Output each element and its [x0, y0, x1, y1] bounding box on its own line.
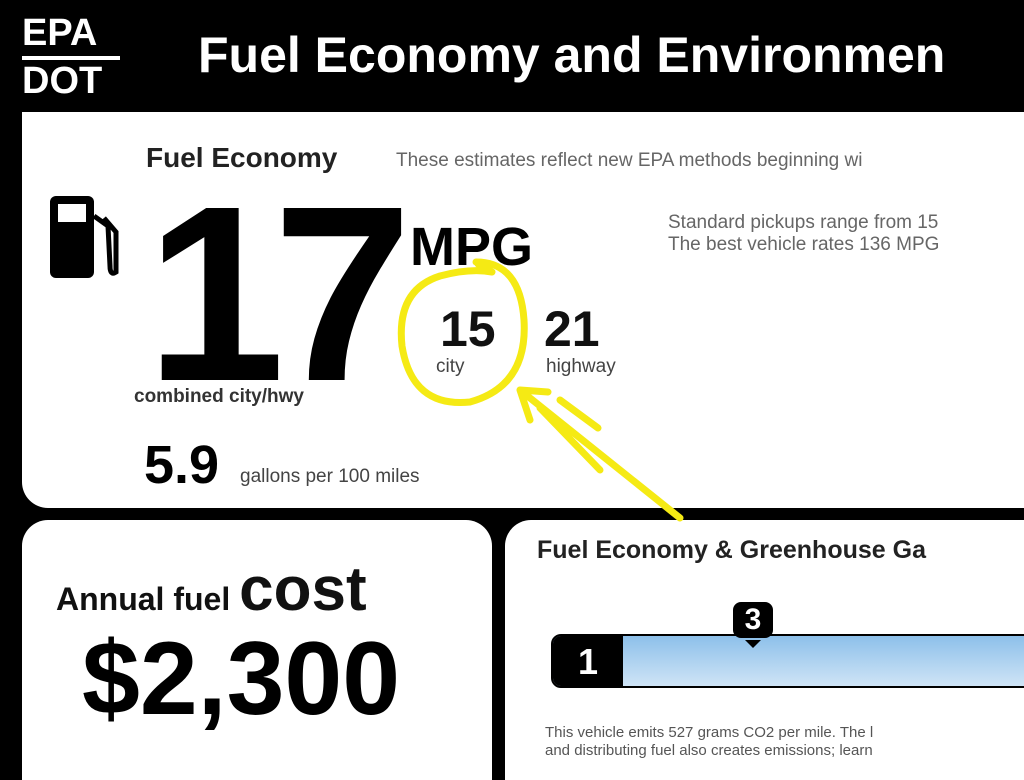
- fuel-pump-icon: [50, 196, 119, 278]
- annual-cost-label: Annual fuel cost: [56, 555, 367, 624]
- gallons-value: 5.9: [144, 435, 220, 495]
- fuel-economy-title: Fuel Economy: [146, 142, 338, 173]
- annual-cost-panel: Annual fuel cost $2,300: [22, 520, 492, 780]
- scale-min: 1: [553, 636, 623, 686]
- city-mpg: 15: [440, 301, 496, 357]
- combined-label: combined city/hwy: [134, 386, 304, 407]
- rating-marker: 3: [733, 602, 773, 648]
- combined-mpg: 17: [146, 154, 412, 433]
- fuel-economy-panel: Fuel Economy These estimates reflect new…: [22, 112, 1024, 508]
- greenhouse-note: This vehicle emits 527 grams CO2 per mil…: [545, 724, 874, 759]
- annotation-arrow: [516, 386, 684, 522]
- mpg-unit: MPG: [410, 217, 534, 277]
- greenhouse-title: Fuel Economy & Greenhouse Ga: [537, 536, 926, 564]
- highway-label: highway: [546, 356, 616, 377]
- epa-dot-logo: EPA DOT: [22, 14, 120, 100]
- gallons-label: gallons per 100 miles: [240, 466, 420, 487]
- annual-cost-value: $2,300: [82, 621, 401, 737]
- range-text: Standard pickups range from 15 The best v…: [668, 212, 940, 255]
- annotation-circle: [397, 258, 528, 407]
- greenhouse-panel: Fuel Economy & Greenhouse Ga 1 3 This ve…: [505, 520, 1024, 780]
- label-title: Fuel Economy and Environmen: [198, 27, 946, 83]
- city-label: city: [436, 356, 465, 377]
- rating-scale-bar: 1: [551, 634, 1024, 688]
- highway-mpg: 21: [544, 301, 600, 357]
- fuel-economy-note: These estimates reflect new EPA methods …: [396, 150, 863, 171]
